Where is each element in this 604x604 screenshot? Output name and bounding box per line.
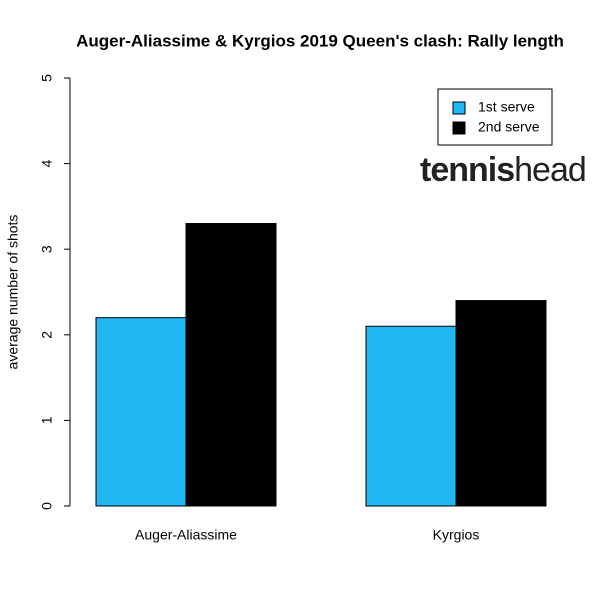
y-axis-label: average number of shots (5, 215, 21, 370)
bar (365, 325, 457, 507)
watermark-part: tennis (420, 151, 514, 189)
chart-title: Auger-Aliassime & Kyrgios 2019 Queen's c… (76, 31, 564, 50)
bar (455, 300, 547, 507)
legend-swatch (452, 121, 466, 135)
x-tick-label: Kyrgios (433, 527, 480, 543)
legend-swatch (452, 101, 466, 115)
y-tick-label: 1 (39, 416, 55, 424)
y-tick-label: 4 (39, 159, 55, 167)
legend-label: 2nd serve (478, 119, 540, 135)
watermark-part: head (514, 151, 586, 189)
y-tick-label: 2 (39, 331, 55, 339)
legend-box (437, 88, 553, 146)
y-tick-label: 5 (39, 74, 55, 82)
y-tick-label: 3 (39, 245, 55, 253)
bar (95, 317, 187, 507)
x-tick-label: Auger-Aliassime (135, 527, 237, 543)
bar (185, 223, 277, 507)
y-tick-label: 0 (39, 502, 55, 510)
legend-label: 1st serve (478, 99, 535, 115)
watermark: tennishead (420, 151, 586, 189)
